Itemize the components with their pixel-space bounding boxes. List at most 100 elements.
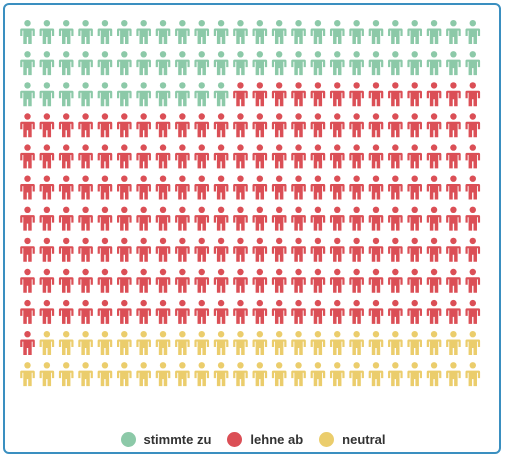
person-icon-stimmte-zu <box>117 82 132 107</box>
person-icon-lehne-ab <box>39 175 55 200</box>
person-icon-lehne-ab <box>271 268 287 293</box>
person-icon-lehne-ab <box>194 175 210 200</box>
person-icon-neutral <box>426 331 442 355</box>
person-icon-lehne-ab <box>194 237 210 262</box>
person-icon-lehne-ab <box>58 206 74 231</box>
person-icon-lehne-ab <box>97 268 113 293</box>
person-icon-lehne-ab <box>349 113 364 138</box>
person-icon-lehne-ab <box>175 144 190 169</box>
person-icon-lehne-ab <box>252 299 268 324</box>
person-icon-lehne-ab <box>426 237 442 262</box>
person-icon-neutral <box>213 362 229 387</box>
person-icon-lehne-ab <box>194 268 210 293</box>
person-icon-stimmte-zu <box>136 82 151 107</box>
person-icon-stimmte-zu <box>388 51 403 76</box>
person-icon-neutral <box>97 362 113 387</box>
person-icon-neutral <box>407 331 422 355</box>
person-icon-lehne-ab <box>291 268 306 293</box>
person-icon-lehne-ab <box>155 175 171 200</box>
person-icon-stimmte-zu <box>233 51 248 76</box>
person-icon-lehne-ab <box>97 144 113 169</box>
person-icon-lehne-ab <box>58 113 74 138</box>
legend-label-stimmte-zu: stimmte zu <box>143 431 212 447</box>
person-icon-lehne-ab <box>175 237 190 262</box>
person-icon-neutral <box>465 362 481 387</box>
person-icon-lehne-ab <box>291 144 306 169</box>
person-icon-stimmte-zu <box>329 51 345 76</box>
person-icon-lehne-ab <box>426 268 442 293</box>
person-icon-lehne-ab <box>388 175 403 200</box>
person-icon-neutral <box>465 331 481 355</box>
person-icon-lehne-ab <box>97 175 113 200</box>
person-icon-neutral <box>349 362 364 387</box>
person-icon-lehne-ab <box>310 206 326 231</box>
person-icon-lehne-ab <box>20 144 35 169</box>
person-icon-lehne-ab <box>233 82 248 107</box>
person-icon-lehne-ab <box>136 113 151 138</box>
person-icon-lehne-ab <box>291 113 306 138</box>
person-icon-neutral <box>388 362 403 387</box>
person-icon-stimmte-zu <box>291 51 306 76</box>
person-icon-lehne-ab <box>78 299 93 324</box>
person-icon-stimmte-zu <box>407 51 422 76</box>
person-icon-lehne-ab <box>252 113 268 138</box>
person-icon-lehne-ab <box>368 268 384 293</box>
legend-item-lehne-ab[interactable]: lehne ab <box>227 431 303 447</box>
person-icon-lehne-ab <box>117 237 132 262</box>
person-icon-stimmte-zu <box>213 51 229 76</box>
person-icon-stimmte-zu <box>136 51 151 76</box>
person-icon-lehne-ab <box>194 206 210 231</box>
person-icon-lehne-ab <box>20 206 35 231</box>
person-icon-lehne-ab <box>58 144 74 169</box>
person-icon-lehne-ab <box>407 113 422 138</box>
person-icon-lehne-ab <box>368 206 384 231</box>
person-icon-lehne-ab <box>20 299 35 324</box>
legend-item-neutral[interactable]: neutral <box>319 431 386 447</box>
person-icon-lehne-ab <box>155 237 171 262</box>
person-icon-stimmte-zu <box>446 51 461 76</box>
person-icon-lehne-ab <box>349 299 364 324</box>
person-icon-stimmte-zu <box>117 20 132 44</box>
person-icon-stimmte-zu <box>97 82 113 107</box>
person-icon-stimmte-zu <box>194 20 210 44</box>
person-icon-lehne-ab <box>388 237 403 262</box>
person-icon-lehne-ab <box>329 82 345 107</box>
legend-item-stimmte-zu[interactable]: stimmte zu <box>120 431 212 447</box>
person-icon-stimmte-zu <box>97 20 113 44</box>
person-icon-neutral <box>213 331 229 355</box>
person-icon-lehne-ab <box>271 144 287 169</box>
person-icon-neutral <box>194 331 210 355</box>
person-icon-lehne-ab <box>58 299 74 324</box>
person-icon-lehne-ab <box>155 144 171 169</box>
person-icon-lehne-ab <box>78 144 93 169</box>
person-icon-neutral <box>175 362 190 387</box>
person-icon-stimmte-zu <box>39 82 55 107</box>
person-icon-stimmte-zu <box>213 20 229 44</box>
person-icon-lehne-ab <box>155 113 171 138</box>
person-icon-stimmte-zu <box>175 51 190 76</box>
person-icon-lehne-ab <box>407 299 422 324</box>
person-icon-lehne-ab <box>368 175 384 200</box>
person-icon-lehne-ab <box>252 175 268 200</box>
person-icon-lehne-ab <box>20 331 35 355</box>
person-icon-lehne-ab <box>58 268 74 293</box>
person-icon-lehne-ab <box>446 144 461 169</box>
person-icon-stimmte-zu <box>155 82 171 107</box>
person-icon-lehne-ab <box>426 113 442 138</box>
person-icon-neutral <box>58 331 74 355</box>
person-icon-stimmte-zu <box>252 20 268 44</box>
person-icon-lehne-ab <box>446 268 461 293</box>
person-icon-lehne-ab <box>388 206 403 231</box>
person-icon-stimmte-zu <box>58 82 74 107</box>
person-icon-lehne-ab <box>329 113 345 138</box>
person-icon-lehne-ab <box>291 237 306 262</box>
person-icon-neutral <box>20 362 35 387</box>
person-icon-lehne-ab <box>175 175 190 200</box>
person-icon-neutral <box>252 331 268 355</box>
person-icon-lehne-ab <box>233 144 248 169</box>
person-icon-lehne-ab <box>310 268 326 293</box>
person-icon-stimmte-zu <box>78 20 93 44</box>
person-icon-lehne-ab <box>465 144 481 169</box>
person-icon-lehne-ab <box>78 175 93 200</box>
